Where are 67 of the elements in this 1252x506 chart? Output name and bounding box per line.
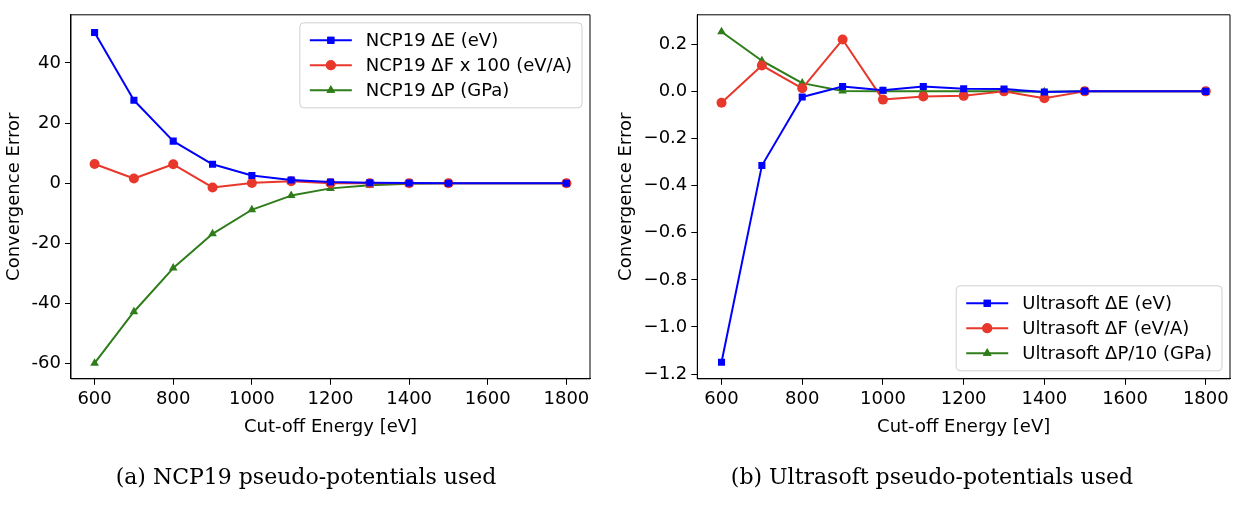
point	[128, 173, 139, 184]
point	[918, 91, 929, 102]
x-tick-label: 1200	[307, 387, 354, 409]
x-tick-label: 1600	[1102, 387, 1148, 409]
legend-label: Ultrasoft ΔF (eV/A)	[1022, 316, 1190, 338]
point	[207, 182, 218, 193]
x-axis-title: Cut-off Energy [eV]	[877, 414, 1051, 436]
y-tick-label: −0.2	[643, 126, 688, 148]
point	[209, 160, 217, 168]
point	[756, 60, 767, 71]
x-tick-label: 600	[77, 387, 112, 409]
text: (b) Ultrasoft pseudo-potentials used	[729, 464, 1135, 489]
x-tick-label: 1600	[464, 387, 511, 409]
y-tick-label: −0.8	[643, 267, 688, 289]
x-axis-title: Cut-off Energy [eV]	[243, 414, 418, 436]
x-tick-label: 1800	[543, 387, 590, 409]
x-tick-label: 1800	[1182, 387, 1229, 409]
point	[168, 159, 179, 170]
point	[717, 358, 726, 366]
legend-label: NCP19 ΔP (GPa)	[365, 78, 510, 100]
y-tick-label: 20	[38, 110, 61, 132]
x-tick-label: 800	[785, 387, 820, 409]
x-tick-label: 800	[156, 387, 191, 409]
point	[168, 263, 178, 271]
y-axis-title: Convergence Error	[2, 112, 24, 281]
point	[130, 96, 138, 104]
point	[90, 358, 99, 366]
y-axis-title: Convergence Error	[614, 112, 636, 281]
point	[247, 204, 257, 213]
x-tick-label: 1400	[386, 387, 433, 409]
legend-label: NCP19 ΔF x 100 (eV/A)	[365, 53, 573, 75]
y-tick-label: -20	[31, 231, 61, 253]
x-tick-label: 1400	[1021, 387, 1068, 409]
x-tick-label: 600	[704, 387, 739, 409]
point	[837, 34, 848, 45]
point	[208, 228, 217, 237]
y-tick-label: 0	[49, 170, 61, 192]
legend-label: Ultrasoft ΔP/10 (GPa)	[1022, 341, 1213, 363]
point	[248, 171, 256, 179]
y-tick-label: −1.2	[643, 361, 688, 383]
text: (a) NCP19 pseudo-potentials used	[114, 464, 498, 489]
point	[797, 83, 808, 94]
point	[286, 190, 296, 199]
y-tick-label: 0.0	[658, 79, 688, 101]
x-tick-label: 1000	[860, 387, 906, 409]
point	[169, 137, 177, 145]
y-tick-label: 0.2	[658, 31, 688, 53]
y-tick-label: −0.4	[643, 173, 688, 195]
point	[716, 97, 727, 108]
point	[717, 26, 726, 35]
legend-label: Ultrasoft ΔE (eV)	[1022, 291, 1172, 313]
point	[798, 93, 806, 101]
y-tick-label: −1.0	[643, 314, 688, 336]
point	[877, 94, 888, 105]
point	[839, 82, 847, 90]
point	[758, 162, 766, 170]
y-tick-label: 40	[38, 50, 61, 72]
point	[89, 159, 100, 170]
x-tick-label: 1200	[940, 387, 987, 409]
y-tick-label: −0.6	[643, 220, 688, 242]
y-tick-label: -60	[31, 351, 61, 373]
point	[919, 82, 927, 90]
point	[129, 306, 139, 315]
legend-label: NCP19 ΔE (eV)	[365, 28, 499, 50]
y-tick-label: -40	[31, 291, 61, 313]
x-tick-label: 1000	[228, 387, 275, 409]
point	[91, 29, 99, 37]
